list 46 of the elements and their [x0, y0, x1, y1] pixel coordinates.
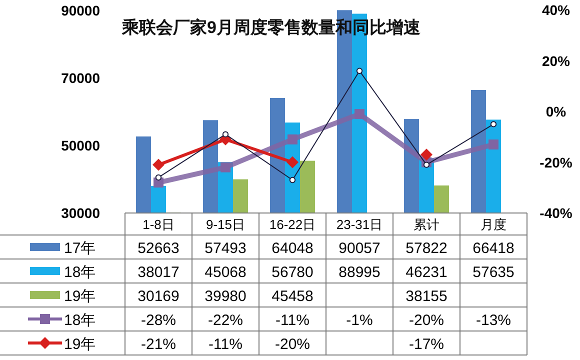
legend-label: 18年: [64, 264, 96, 281]
data-label: 57635: [472, 264, 514, 281]
data-label: -21%: [140, 336, 176, 353]
data-label: 64048: [272, 240, 314, 257]
data-label: -20%: [274, 336, 310, 353]
data-label: 38017: [138, 264, 180, 281]
data-label: -22%: [208, 312, 244, 329]
data-label: -1%: [346, 312, 373, 329]
data-label: -28%: [140, 312, 176, 329]
legend-label: 18年: [64, 312, 96, 329]
data-label: 38155: [406, 288, 448, 305]
data-label: 56780: [272, 264, 314, 281]
data-label: -20%: [408, 312, 444, 329]
y-tick-label: 70000: [61, 70, 100, 86]
data-label: -17%: [408, 336, 444, 353]
y2-tick-label: 0%: [546, 104, 567, 120]
data-label: 45068: [204, 264, 246, 281]
x-tick-label: 9-15日: [206, 217, 246, 232]
x-tick-label: 16-22日: [269, 217, 316, 232]
y-tick-label: 30000: [61, 205, 100, 221]
data-label: 39980: [204, 288, 246, 305]
data-label: 30169: [138, 288, 180, 305]
legend-label: 19年: [64, 288, 96, 305]
data-label: 57493: [204, 240, 246, 257]
y-tick-label: 90000: [61, 2, 100, 18]
y2-tick-label: -40%: [540, 205, 573, 221]
data-label: 90057: [338, 240, 380, 257]
x-tick-label: 23-31日: [336, 217, 383, 232]
data-label: 52663: [138, 240, 180, 257]
data-label: 66418: [472, 240, 514, 257]
data-label: -11%: [208, 336, 242, 353]
legend-label: 19年: [64, 336, 96, 353]
data-label: -13%: [476, 312, 512, 329]
data-label: -11%: [276, 312, 310, 329]
legend-label: 17年: [64, 240, 96, 257]
data-label: 46231: [406, 264, 448, 281]
data-label: 57822: [406, 240, 448, 257]
data-label: 88995: [338, 264, 380, 281]
y2-tick-label: -20%: [540, 154, 573, 170]
y2-tick-label: 40%: [542, 2, 571, 18]
data-label: 45458: [272, 288, 314, 305]
x-tick-label: 累计: [414, 217, 440, 232]
y2-tick-label: 20%: [542, 52, 571, 69]
x-tick-label: 月度: [480, 217, 506, 232]
x-tick-label: 1-8日: [142, 217, 174, 232]
y-tick-label: 50000: [61, 137, 100, 154]
